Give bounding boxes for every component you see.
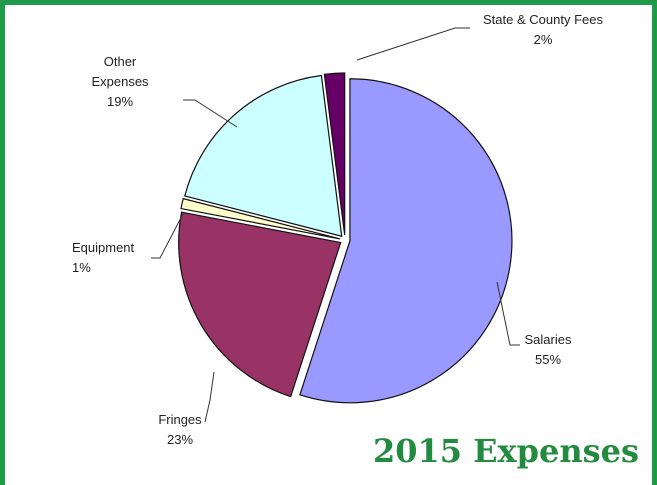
leader-line bbox=[204, 371, 215, 423]
value-label: 2% bbox=[533, 32, 553, 47]
chart-title: 2015 Expenses bbox=[372, 432, 639, 470]
leader-line bbox=[151, 211, 185, 259]
value-label: 1% bbox=[72, 260, 91, 275]
pie-slice bbox=[299, 78, 513, 404]
leader-line bbox=[356, 27, 470, 61]
slice-label: Other Expenses 19% bbox=[75, 52, 165, 112]
category-name: State & County Fees bbox=[483, 12, 603, 27]
pie-slice bbox=[184, 74, 343, 238]
slice-label: Salaries 55% bbox=[508, 330, 588, 370]
pie-slice bbox=[323, 72, 346, 236]
value-label: 19% bbox=[106, 94, 134, 109]
category-name: Equipment bbox=[72, 240, 135, 255]
pie-slice bbox=[180, 197, 341, 240]
category-name: Other Expenses bbox=[91, 54, 149, 89]
leader-line bbox=[496, 281, 520, 346]
value-label: 55% bbox=[534, 352, 562, 367]
slice-label: Equipment 1% bbox=[72, 238, 162, 278]
pie-slice bbox=[178, 211, 342, 398]
category-name: Fringes bbox=[158, 412, 202, 427]
slice-label: State & County Fees 2% bbox=[478, 10, 608, 50]
slice-label: Fringes 23% bbox=[140, 410, 220, 450]
leader-line bbox=[183, 99, 238, 128]
category-name: Salaries bbox=[524, 332, 572, 347]
value-label: 23% bbox=[166, 432, 194, 447]
